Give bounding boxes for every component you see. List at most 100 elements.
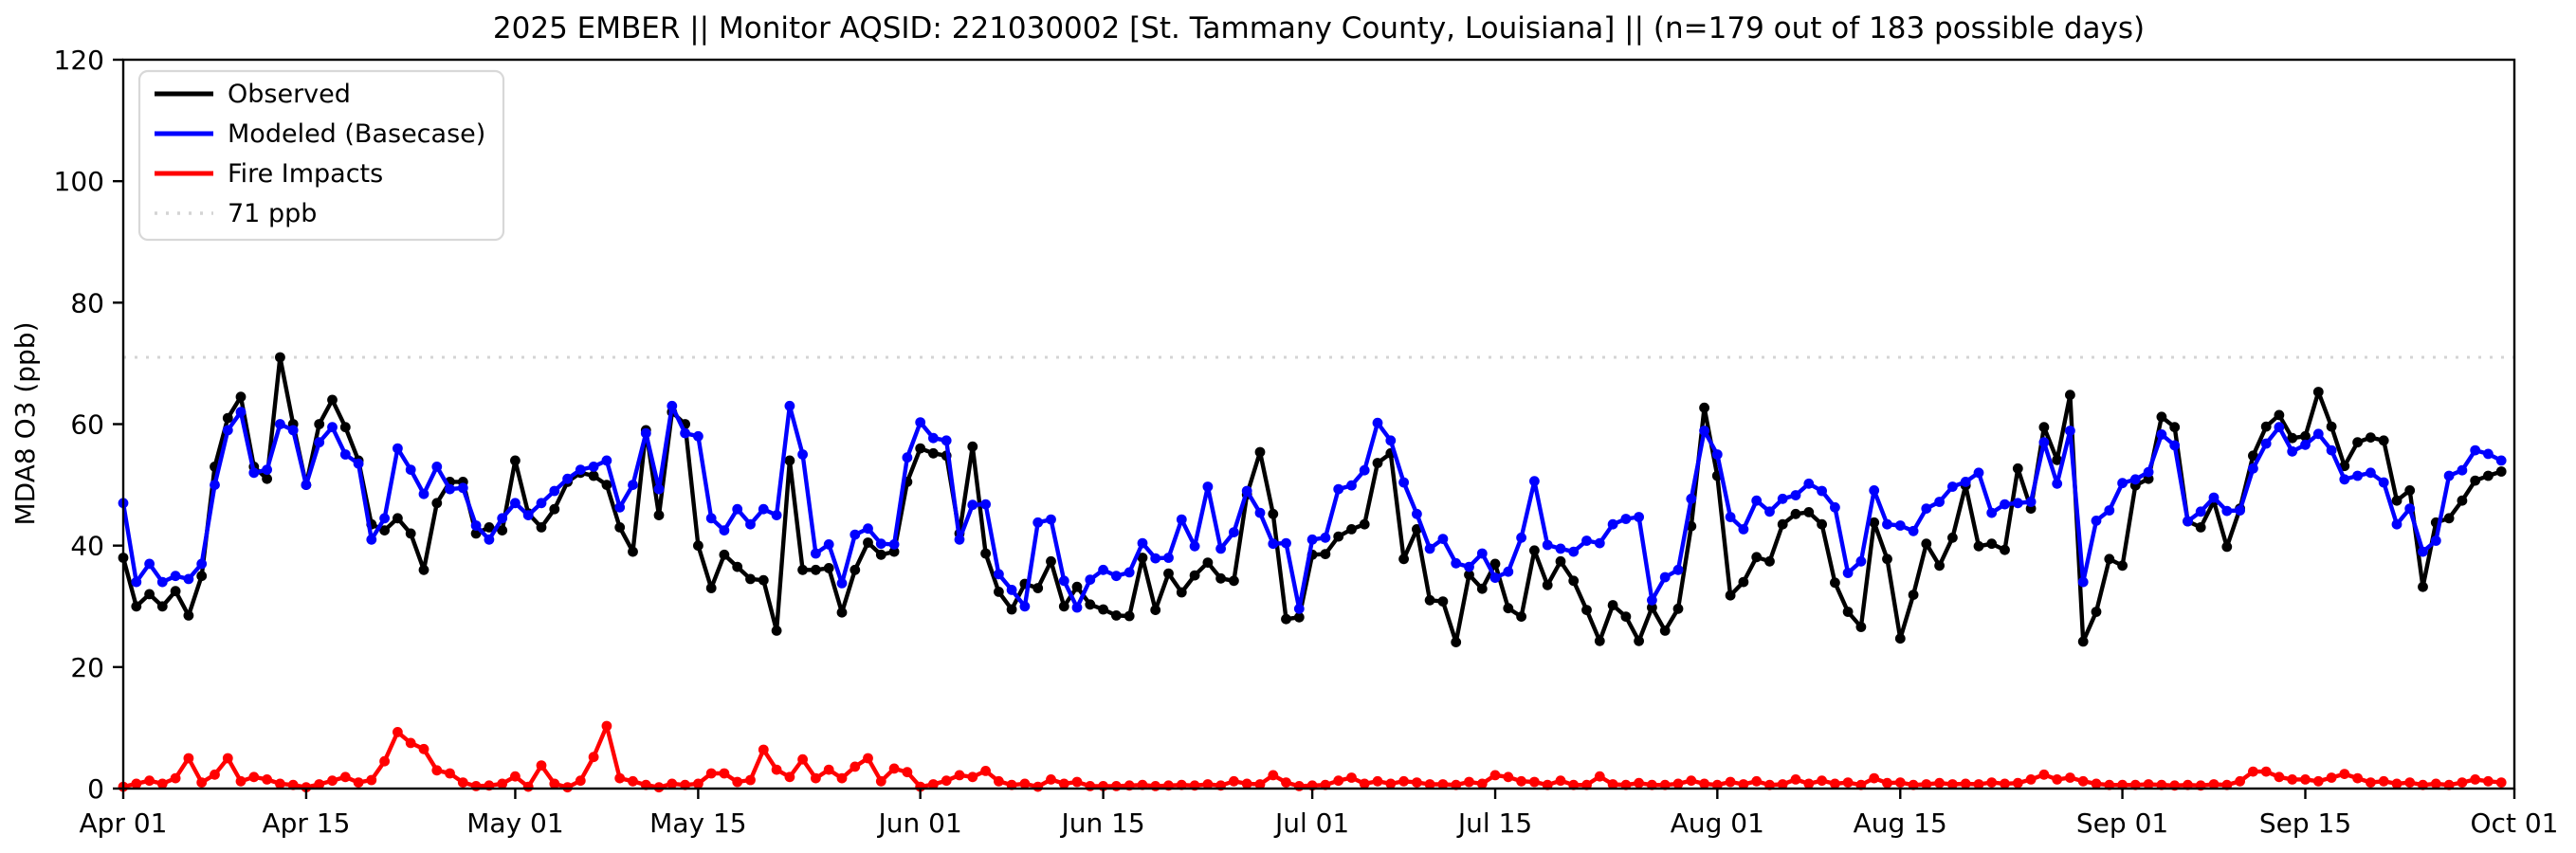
modeled-basecase-point: [522, 510, 534, 520]
observed-point: [2091, 607, 2102, 617]
modeled-basecase-point: [680, 427, 690, 439]
modeled-basecase-point: [811, 548, 821, 559]
fire-impacts-point: [2366, 777, 2376, 788]
fire-impacts-point: [1254, 779, 1266, 789]
x-tick-label: Jul 01: [1273, 808, 1349, 839]
observed-point: [1947, 532, 1958, 543]
modeled-basecase-point: [2287, 445, 2298, 457]
observed-point: [1581, 605, 1592, 615]
modeled-basecase-series: [118, 400, 2507, 614]
fire-impacts-point: [1790, 774, 1801, 785]
fire-impacts-point: [1529, 776, 1540, 788]
modeled-basecase-point: [1163, 553, 1174, 563]
modeled-basecase-point: [497, 513, 508, 524]
modeled-basecase-point: [640, 427, 651, 439]
fire-impacts-point: [2430, 778, 2441, 789]
modeled-basecase-point: [1111, 571, 1122, 582]
observed-point: [1320, 549, 1331, 559]
modeled-basecase-point: [1359, 464, 1370, 476]
fire-impacts-point: [2260, 766, 2272, 777]
legend-item-modeled: Modeled (Basecase): [228, 119, 485, 149]
modeled-basecase-point: [784, 400, 795, 411]
modeled-basecase-point: [2352, 470, 2364, 481]
modeled-basecase-line: [120, 404, 2504, 611]
modeled-basecase-point: [196, 558, 208, 570]
modeled-basecase-point: [1489, 572, 1501, 583]
y-tick-label: 40: [70, 531, 104, 562]
observed-point: [1869, 517, 1880, 528]
fire-impacts-point: [2208, 779, 2220, 789]
fire-impacts-point: [705, 768, 717, 779]
observed-point: [2012, 463, 2023, 474]
modeled-basecase-point: [1647, 594, 1657, 606]
modeled-basecase-point: [2339, 474, 2350, 485]
observed-point: [1986, 538, 1998, 550]
modeled-basecase-point: [131, 576, 142, 588]
observed-point: [705, 583, 717, 593]
observed-point: [1659, 626, 1671, 636]
modeled-basecase-point: [1529, 476, 1540, 487]
modeled-basecase-point: [601, 455, 612, 466]
modeled-basecase-point: [1882, 518, 1892, 530]
y-axis-label: MDA8 O3 (ppb): [9, 321, 41, 525]
observed-point: [1568, 575, 1580, 587]
observed-point: [836, 607, 848, 618]
fire-impacts-point: [1424, 779, 1435, 789]
modeled-basecase-point: [2038, 437, 2050, 448]
modeled-basecase-point: [144, 558, 155, 570]
observed-point: [1830, 577, 1840, 589]
modeled-basecase-point: [1817, 485, 1827, 497]
modeled-basecase-point: [510, 498, 521, 509]
modeled-basecase-point: [1281, 537, 1291, 549]
observed-point: [1124, 610, 1135, 622]
modeled-basecase-point: [1672, 564, 1684, 575]
modeled-basecase-point: [836, 578, 848, 589]
observed-point: [2248, 450, 2258, 462]
observed-point: [1006, 604, 1017, 615]
fire-impacts-point: [497, 778, 508, 789]
modeled-basecase-point: [902, 452, 913, 463]
observed-point: [1529, 545, 1540, 556]
fire-impacts-point: [1476, 778, 1488, 789]
observed-point: [2300, 430, 2311, 442]
observed-point: [875, 549, 886, 560]
fire-impacts-point: [405, 737, 416, 749]
observed-point: [2457, 495, 2468, 506]
x-tick-label: Apr 01: [80, 808, 168, 839]
modeled-basecase-point: [445, 483, 455, 495]
fire-impacts-point: [850, 761, 861, 772]
legend-item-observed: Observed: [228, 80, 351, 109]
modeled-basecase-point: [156, 576, 168, 588]
fire-impacts-point: [393, 727, 403, 737]
fire-impacts-point: [1777, 779, 1788, 789]
fire-impacts-point: [1516, 775, 1526, 787]
observed-point: [1281, 613, 1291, 625]
fire-impacts-point: [1398, 775, 1409, 787]
fire-impacts-point: [875, 775, 886, 787]
modeled-basecase-point: [1607, 518, 1618, 530]
modeled-basecase-point: [1594, 537, 1605, 549]
fire-impacts-point: [1634, 777, 1644, 789]
modeled-basecase-point: [327, 422, 338, 433]
modeled-basecase-point: [275, 419, 285, 429]
modeled-basecase-point: [1699, 426, 1709, 436]
modeled-basecase-point: [1869, 485, 1880, 496]
modeled-basecase-point: [705, 513, 717, 524]
x-tick-label: Aug 15: [1854, 808, 1947, 839]
modeled-basecase-point: [1581, 535, 1592, 546]
modeled-basecase-point: [1908, 525, 1919, 536]
fire-impacts-point: [339, 771, 351, 783]
modeled-basecase-point: [470, 520, 482, 531]
modeled-basecase-point: [1293, 603, 1305, 614]
modeled-basecase-point: [287, 425, 299, 436]
modeled-basecase-point: [1150, 553, 1161, 564]
fire-impacts-point: [457, 777, 468, 788]
fire-impacts-point: [366, 774, 377, 786]
fire-impacts-point: [2025, 774, 2037, 785]
fire-impacts-point: [2404, 777, 2416, 788]
observed-point: [2391, 495, 2402, 506]
fire-impacts-point: [2326, 772, 2337, 783]
modeled-basecase-point: [1085, 574, 1096, 585]
y-tick-label: 0: [87, 773, 104, 805]
